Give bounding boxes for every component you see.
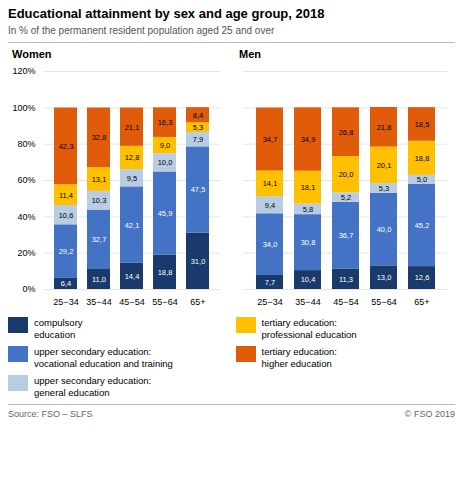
svg-text:7,9: 7,9: [193, 135, 203, 144]
svg-text:9,5: 9,5: [127, 174, 137, 183]
svg-text:5,3: 5,3: [193, 123, 203, 132]
svg-text:100%: 100%: [12, 103, 35, 113]
svg-text:34,9: 34,9: [301, 135, 316, 144]
html-text:education: education: [34, 329, 76, 340]
svg-text:18,8: 18,8: [158, 268, 173, 277]
svg-text:45,9: 45,9: [158, 209, 173, 218]
svg-text:11,3: 11,3: [339, 275, 353, 284]
svg-text:25−34: 25−34: [53, 297, 78, 307]
svg-text:5,2: 5,2: [341, 193, 351, 202]
svg-text:13,1: 13,1: [92, 175, 107, 184]
svg-text:29,2: 29,2: [59, 247, 74, 256]
html-text:Source: FSO – SLFS: Source: FSO – SLFS: [8, 409, 93, 419]
html-text:professional education: professional education: [261, 329, 357, 340]
svg-text:14,1: 14,1: [263, 179, 278, 188]
svg-text:10,0: 10,0: [158, 158, 173, 167]
svg-text:40%: 40%: [17, 212, 35, 222]
svg-text:55−64: 55−64: [152, 297, 177, 307]
svg-text:45−54: 45−54: [333, 297, 358, 307]
html-text:© FSO 2019: © FSO 2019: [404, 409, 455, 419]
svg-text:20,1: 20,1: [377, 161, 392, 170]
svg-text:25−34: 25−34: [257, 297, 282, 307]
svg-text:18,8: 18,8: [415, 154, 430, 163]
svg-text:13,0: 13,0: [377, 273, 392, 282]
svg-text:5,8: 5,8: [303, 205, 313, 214]
html-text:Educational attainment by sex: Educational attainment by sex and age gr…: [8, 6, 325, 21]
svg-text:65+: 65+: [190, 297, 205, 307]
svg-text:30,8: 30,8: [301, 238, 316, 247]
svg-text:10,6: 10,6: [59, 211, 74, 220]
svg-text:26,8: 26,8: [339, 128, 354, 137]
svg-text:10,4: 10,4: [301, 275, 316, 284]
svg-text:45,2: 45,2: [415, 221, 430, 230]
svg-text:16,3: 16,3: [158, 118, 173, 127]
svg-text:60%: 60%: [17, 175, 35, 185]
html-text:general education: general education: [34, 387, 110, 398]
svg-text:10,3: 10,3: [92, 196, 107, 205]
svg-text:42,1: 42,1: [125, 220, 140, 229]
svg-text:120%: 120%: [12, 66, 35, 76]
svg-text:8,4: 8,4: [193, 111, 203, 120]
svg-text:35−44: 35−44: [295, 297, 320, 307]
svg-text:34,0: 34,0: [263, 240, 278, 249]
svg-text:32,8: 32,8: [92, 133, 107, 142]
svg-text:5,0: 5,0: [417, 175, 427, 184]
svg-text:65+: 65+: [414, 297, 429, 307]
svg-text:18,5: 18,5: [415, 120, 430, 129]
svg-text:20%: 20%: [17, 248, 35, 258]
svg-text:9,0: 9,0: [160, 141, 170, 150]
html-text:upper secondary education:: upper secondary education:: [34, 346, 152, 357]
svg-text:45−54: 45−54: [119, 297, 144, 307]
svg-text:20,0: 20,0: [339, 170, 354, 179]
html-text:tertiary education:: tertiary education:: [261, 317, 337, 328]
svg-text:6,4: 6,4: [61, 279, 71, 288]
svg-text:55−64: 55−64: [371, 297, 396, 307]
html-text:tertiary education:: tertiary education:: [261, 346, 337, 357]
html-text:upper secondary education:: upper secondary education:: [34, 375, 152, 386]
html-text:vocational education and train: vocational education and training: [34, 358, 173, 369]
svg-text:9,4: 9,4: [265, 201, 275, 210]
html-text:compulsory: compulsory: [34, 317, 83, 328]
svg-text:21,8: 21,8: [377, 123, 392, 132]
html-text:In % of the permanent resident: In % of the permanent resident populatio…: [8, 25, 275, 36]
html-text:higher education: higher education: [261, 358, 332, 369]
svg-text:34,7: 34,7: [263, 135, 278, 144]
html-text:Women: Women: [12, 48, 52, 60]
svg-text:31,0: 31,0: [191, 257, 206, 266]
svg-text:21,1: 21,1: [125, 123, 140, 132]
svg-text:32,7: 32,7: [92, 235, 107, 244]
svg-text:42,3: 42,3: [59, 142, 74, 151]
svg-text:12,6: 12,6: [415, 273, 430, 282]
svg-text:40,0: 40,0: [377, 225, 392, 234]
svg-text:7,7: 7,7: [265, 278, 275, 287]
svg-text:35−44: 35−44: [86, 297, 111, 307]
svg-text:18,1: 18,1: [301, 183, 316, 192]
svg-text:12,8: 12,8: [125, 153, 140, 162]
svg-text:0%: 0%: [22, 284, 35, 294]
svg-text:14,4: 14,4: [125, 272, 140, 281]
svg-text:47,5: 47,5: [191, 185, 206, 194]
svg-text:11,0: 11,0: [92, 275, 106, 284]
svg-text:36,7: 36,7: [339, 231, 354, 240]
html-text:Men: Men: [239, 48, 261, 60]
svg-text:80%: 80%: [17, 139, 35, 149]
svg-text:11,4: 11,4: [59, 191, 73, 200]
svg-text:5,3: 5,3: [379, 184, 389, 193]
